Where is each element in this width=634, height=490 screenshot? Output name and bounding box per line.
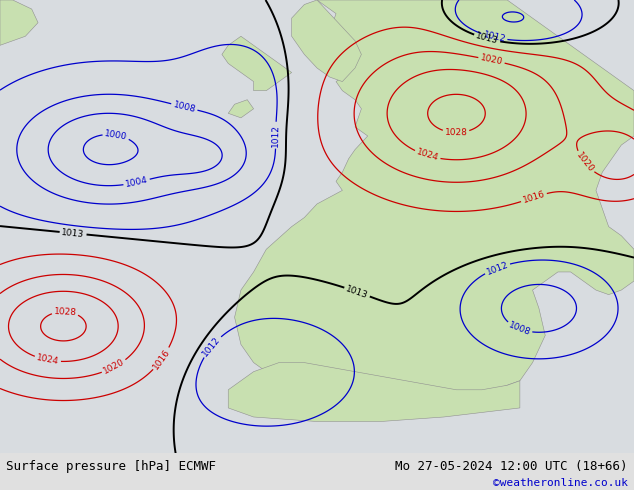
Text: 1028: 1028 [53, 307, 77, 317]
Text: 1020: 1020 [574, 150, 595, 174]
Text: 1008: 1008 [172, 100, 197, 114]
Text: ©weatheronline.co.uk: ©weatheronline.co.uk [493, 478, 628, 488]
Text: 1012: 1012 [482, 30, 507, 44]
Text: 1013: 1013 [345, 284, 370, 300]
Text: Surface pressure [hPa] ECMWF: Surface pressure [hPa] ECMWF [6, 460, 216, 473]
Text: 1008: 1008 [507, 320, 532, 337]
Text: 1024: 1024 [36, 353, 60, 367]
Text: 1020: 1020 [102, 358, 126, 376]
Text: 1004: 1004 [124, 175, 149, 189]
Text: Mo 27-05-2024 12:00 UTC (18+66): Mo 27-05-2024 12:00 UTC (18+66) [395, 460, 628, 473]
Text: 1012: 1012 [201, 335, 223, 358]
Text: 1012: 1012 [271, 123, 280, 147]
Text: 1028: 1028 [444, 128, 467, 137]
Text: 1013: 1013 [61, 228, 85, 239]
Text: 1016: 1016 [152, 347, 172, 371]
Text: 1012: 1012 [485, 260, 510, 276]
Text: 1016: 1016 [522, 190, 547, 205]
Text: 1020: 1020 [479, 53, 503, 67]
Text: 1024: 1024 [415, 148, 439, 163]
Text: 1000: 1000 [104, 129, 128, 142]
Text: 1013: 1013 [475, 31, 500, 46]
